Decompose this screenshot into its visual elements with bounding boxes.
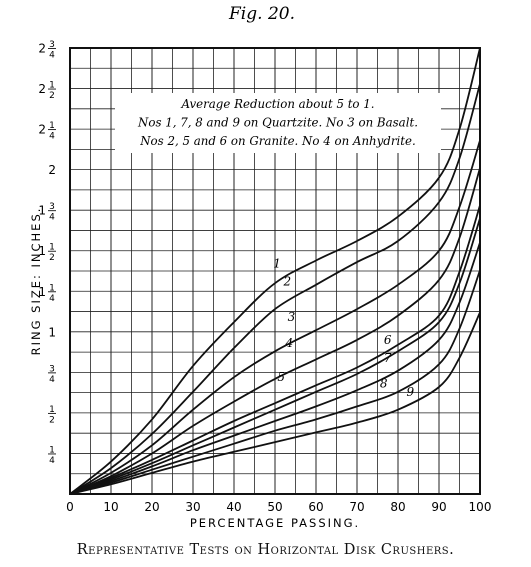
curve-label-1: 1 [273,257,281,271]
y-tick-label: 1 [48,325,56,339]
y-tick-numerator: 1 [49,243,55,253]
y-tick-numerator: 1 [49,283,55,293]
x-tick-label: 0 [66,500,74,514]
x-tick-label: 90 [431,500,446,514]
y-tick-denominator: 4 [49,294,55,304]
y-tick-denominator: 4 [49,375,55,385]
curve-label-9: 9 [406,385,414,399]
figure-title: Fig. 20. [228,4,295,24]
curve-label-6: 6 [384,333,392,347]
y-tick-denominator: 4 [49,213,55,223]
curve-3 [69,140,481,495]
figure-caption: Representative Tests on Horizontal Disk … [76,542,455,558]
y-tick-whole: 1 [38,244,46,258]
y-tick-numerator: 3 [49,40,55,50]
y-tick-label: 1/212 [48,405,56,425]
y-tick-denominator: 2 [49,91,55,101]
x-tick-label: 70 [349,500,364,514]
curve-label-8: 8 [380,377,388,391]
x-tick-label: 80 [390,500,405,514]
curve-5 [69,205,481,495]
curve-label-7: 7 [384,351,392,365]
curve-2 [69,83,481,495]
y-tick-numerator: 1 [49,405,55,415]
x-tick-label: 20 [144,500,159,514]
curve-label-5: 5 [277,370,285,384]
curve-label-3: 3 [288,310,296,324]
curve-1 [69,47,481,495]
curve-9 [69,312,481,495]
axes: 0 10 20 30 40 50 60 70 80 90 1001/4141/2123/43411 … [29,40,492,530]
y-tick-whole: 2 [38,42,46,56]
y-tick-denominator: 4 [49,456,55,466]
y-tick-denominator: 4 [49,132,55,142]
x-tick-label: 50 [267,500,282,514]
y-tick-numerator: 1 [49,81,55,91]
y-tick-numerator: 3 [49,202,55,212]
y-tick-denominator: 2 [49,415,55,425]
y-tick-denominator: 2 [49,253,55,263]
y-tick-whole: 2 [38,123,46,137]
x-tick-label: 100 [469,500,492,514]
y-tick-whole: 1 [38,285,46,299]
y-tick-denominator: 4 [49,51,55,61]
curve-4 [69,167,481,495]
y-axis-label: RING SIZE: INCHES. [29,207,43,356]
x-axis-label: PERCENTAGE PASSING. [190,516,360,530]
y-tick-value: 1 [48,325,56,339]
y-tick-whole: 1 [38,204,46,218]
y-tick-whole: 2 [38,82,46,96]
curve-7 [69,242,481,495]
curves [69,47,481,495]
x-tick-label: 30 [185,500,200,514]
curve-label-2: 2 [282,275,291,289]
plot-frame [69,47,481,495]
curve-8 [69,269,481,495]
y-tick-label: 3/434 [48,364,56,385]
y-tick-numerator: 1 [49,445,55,455]
annotation-line-2: Nos 1, 7, 8 and 9 on Quartzite. No 3 on … [137,116,418,130]
y-tick-numerator: 1 [49,121,55,131]
curve-6 [69,218,481,495]
x-tick-label: 40 [226,500,241,514]
annotation-box: Average Reduction about 5 to 1. Nos 1, 7,… [115,93,441,153]
annotation-line-1: Average Reduction about 5 to 1. [180,97,374,111]
y-tick-label: 1/414 [48,445,56,466]
y-tick-value: 2 [48,163,56,177]
curve-labels: 12 3 4 5 6 7 8 9 [273,257,414,399]
annotation-background [115,93,441,153]
x-tick-label: 60 [308,500,323,514]
y-tick-numerator: 3 [49,364,55,374]
curve-label-4: 4 [285,336,294,350]
annotation-line-3: Nos 2, 5 and 6 on Granite. No 4 on Anhyd… [139,134,416,148]
y-tick-label: 2 [48,163,56,177]
x-tick-label: 10 [103,500,118,514]
